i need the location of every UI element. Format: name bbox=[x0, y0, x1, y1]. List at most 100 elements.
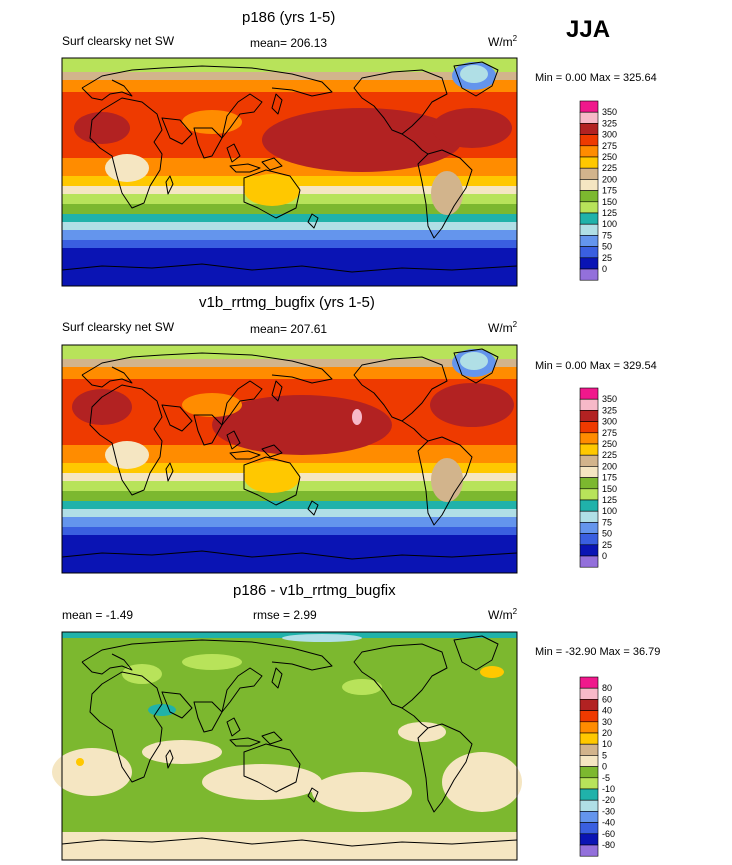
colorbar-tick-label: 75 bbox=[602, 230, 612, 240]
colorbar-tick-label: 25 bbox=[602, 253, 612, 263]
colorbar-tick-label: 200 bbox=[602, 174, 617, 184]
colorbar-tick-label: 325 bbox=[602, 118, 617, 128]
colorbar-tick-label: 150 bbox=[602, 197, 617, 207]
colorbar-swatch bbox=[579, 156, 599, 169]
colorbar-tick-label: 125 bbox=[602, 495, 617, 505]
colorbar-swatch bbox=[579, 443, 599, 456]
colorbar-swatch bbox=[579, 421, 599, 434]
panel3-minmax: Min = -32.90 Max = 36.79 bbox=[535, 646, 661, 658]
panel1-title: p186 (yrs 1-5) bbox=[242, 9, 336, 26]
colorbar-swatch bbox=[579, 179, 599, 191]
colorbar-tick-label: -5 bbox=[602, 773, 610, 783]
colorbar-tick-label: -80 bbox=[602, 840, 615, 850]
colorbar-tick-label: 275 bbox=[602, 428, 617, 438]
panel1-map bbox=[61, 57, 518, 287]
colorbar-swatch bbox=[579, 123, 599, 135]
panel1-units: W/m2 bbox=[488, 34, 518, 49]
colorbar-swatch bbox=[579, 167, 599, 180]
panel2-units: W/m2 bbox=[488, 320, 518, 335]
colorbar-swatch bbox=[579, 799, 599, 812]
panel2-minmax: Min = 0.00 Max = 329.54 bbox=[535, 360, 657, 372]
colorbar-swatch bbox=[579, 755, 599, 767]
colorbar-swatch bbox=[579, 544, 599, 557]
panel3-mean-label: mean = -1.49 bbox=[62, 608, 134, 622]
panel2-mean-label: mean= 207.61 bbox=[250, 322, 328, 336]
colorbar-tick-label: 100 bbox=[602, 219, 617, 229]
colorbar-tick-label: 300 bbox=[602, 130, 617, 140]
colorbar-swatch bbox=[579, 410, 599, 422]
colorbar-tick-label: 80 bbox=[602, 683, 612, 693]
colorbar-swatch bbox=[579, 721, 599, 734]
colorbar-swatch bbox=[579, 111, 599, 124]
colorbar-tick-label: 0 bbox=[602, 762, 607, 772]
panel3-title: p186 - v1b_rrtmg_bugfix bbox=[233, 582, 396, 599]
colorbar-tick-label: 20 bbox=[602, 728, 612, 738]
colorbar-tick-label: 5 bbox=[602, 750, 607, 760]
colorbar-swatch bbox=[579, 710, 599, 723]
colorbar-tick-label: 350 bbox=[602, 107, 617, 117]
colorbar-swatch bbox=[579, 387, 599, 400]
colorbar-swatch bbox=[579, 522, 599, 534]
colorbar-swatch bbox=[579, 699, 599, 711]
colorbar-swatch bbox=[579, 743, 599, 756]
colorbar-swatch bbox=[579, 454, 599, 467]
colorbar-swatch bbox=[579, 257, 599, 270]
colorbar-tick-label: 275 bbox=[602, 141, 617, 151]
colorbar-tick-label: -10 bbox=[602, 784, 615, 794]
colorbar-swatch bbox=[579, 268, 599, 281]
panel1-variable-label: Surf clearsky net SW bbox=[62, 34, 175, 48]
colorbar-swatch bbox=[579, 844, 599, 857]
colorbar-tick-label: 250 bbox=[602, 439, 617, 449]
colorbar-tick-label: 100 bbox=[602, 506, 617, 516]
colorbar-swatch bbox=[579, 145, 599, 158]
panel2-variable-label: Surf clearsky net SW bbox=[62, 320, 175, 334]
season-label: JJA bbox=[566, 16, 611, 43]
colorbar-tick-label: 150 bbox=[602, 484, 617, 494]
panel3-rmse-label: rmse = 2.99 bbox=[253, 608, 317, 622]
colorbar-swatch bbox=[579, 499, 599, 512]
colorbar-swatch bbox=[579, 212, 599, 225]
colorbar-swatch bbox=[579, 223, 599, 236]
colorbar-tick-label: 250 bbox=[602, 152, 617, 162]
colorbar-swatch bbox=[579, 477, 599, 490]
colorbar-swatch bbox=[579, 201, 599, 214]
colorbar-swatch bbox=[579, 811, 599, 823]
colorbar-tick-label: -40 bbox=[602, 818, 615, 828]
colorbar-swatch bbox=[579, 235, 599, 247]
colorbar-tick-label: -30 bbox=[602, 806, 615, 816]
colorbar-tick-label: -60 bbox=[602, 829, 615, 839]
colorbar-tick-label: -20 bbox=[602, 795, 615, 805]
panel2-title: v1b_rrtmg_bugfix (yrs 1-5) bbox=[199, 294, 375, 311]
colorbar-tick-label: 50 bbox=[602, 242, 612, 252]
colorbar-tick-label: 225 bbox=[602, 450, 617, 460]
colorbar-swatch bbox=[579, 788, 599, 801]
colorbar-swatch bbox=[579, 134, 599, 147]
panel1-minmax: Min = 0.00 Max = 325.64 bbox=[535, 72, 657, 84]
colorbar-tick-label: 225 bbox=[602, 163, 617, 173]
colorbar-swatch bbox=[579, 766, 599, 779]
colorbar-tick-label: 350 bbox=[602, 394, 617, 404]
colorbar-swatch bbox=[579, 190, 599, 203]
colorbar-swatch bbox=[579, 488, 599, 501]
colorbar-tick-label: 125 bbox=[602, 208, 617, 218]
panel3-map bbox=[52, 631, 522, 861]
colorbar-tick-label: 325 bbox=[602, 405, 617, 415]
colorbar-tick-label: 25 bbox=[602, 540, 612, 550]
panel2-map bbox=[61, 344, 518, 574]
colorbar-swatch bbox=[579, 687, 599, 700]
colorbar-tick-label: 0 bbox=[602, 551, 607, 561]
colorbar-swatch bbox=[579, 432, 599, 445]
panel3-units: W/m2 bbox=[488, 607, 518, 622]
colorbar-tick-label: 60 bbox=[602, 694, 612, 704]
colorbar-tick-label: 200 bbox=[602, 461, 617, 471]
colorbar-swatch bbox=[579, 777, 599, 790]
colorbar-swatch bbox=[579, 510, 599, 523]
colorbar-tick-label: 50 bbox=[602, 529, 612, 539]
colorbar-tick-label: 10 bbox=[602, 739, 612, 749]
colorbar-tick-label: 300 bbox=[602, 417, 617, 427]
colorbar-tick-label: 40 bbox=[602, 706, 612, 716]
